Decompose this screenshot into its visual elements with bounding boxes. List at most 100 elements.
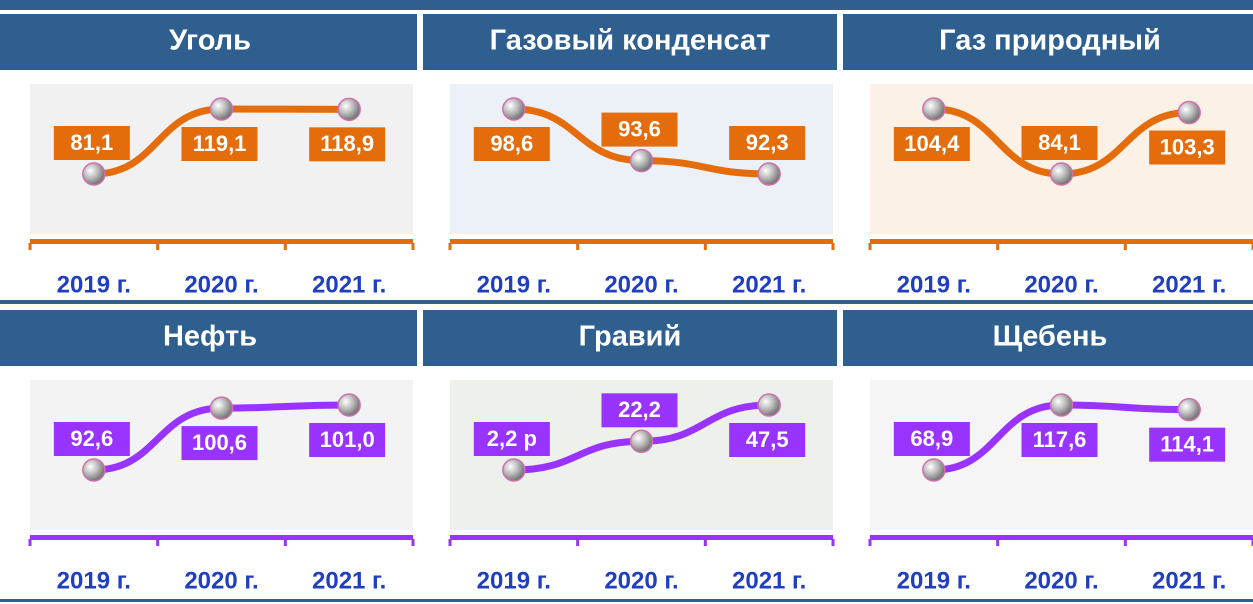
- value-label: 22,2: [601, 393, 678, 428]
- axis-tick: [576, 243, 580, 250]
- data-point: [209, 97, 234, 121]
- data-point: [502, 97, 526, 121]
- panel-title: Щебень: [993, 321, 1108, 353]
- data-point: [82, 458, 106, 482]
- data-point: [1177, 100, 1201, 125]
- value-label: 117,6: [1021, 423, 1098, 457]
- data-point: [757, 162, 781, 186]
- axis-tick: [156, 243, 160, 250]
- axis-tick: [703, 539, 707, 546]
- data-point: [337, 97, 361, 122]
- axis-tick: [28, 243, 32, 250]
- value-label: 98,6: [473, 127, 550, 161]
- value-label-text: 47,5: [746, 427, 789, 452]
- value-label-box: [601, 112, 678, 147]
- x-tick-label: 2019 г.: [897, 567, 971, 594]
- x-tick-label: 2020 г.: [184, 271, 258, 298]
- axis-line: [450, 239, 833, 244]
- axis-line: [870, 535, 1253, 540]
- x-tick-label: 2021 г.: [732, 567, 806, 594]
- value-label-text: 98,6: [490, 131, 533, 156]
- value-label-text: 93,6: [618, 116, 661, 141]
- value-label-box: [309, 127, 386, 162]
- value-label: 68,9: [893, 422, 970, 456]
- axis-tick: [996, 539, 1000, 546]
- value-label-box: [181, 127, 258, 161]
- header-bar: [843, 14, 1253, 70]
- panel-title: Уголь: [169, 25, 251, 57]
- value-label: 92,3: [729, 126, 806, 160]
- value-label-box: [473, 127, 550, 161]
- x-tick-label: 2019 г.: [477, 271, 551, 298]
- header-bar: [0, 14, 417, 70]
- value-label: 118,9: [309, 127, 386, 162]
- axis-line: [30, 535, 413, 540]
- data-point: [922, 458, 946, 482]
- x-tick-label: 2021 г.: [312, 271, 386, 298]
- value-label: 93,6: [601, 112, 678, 147]
- axis-line: [30, 239, 413, 244]
- x-tick-label: 2021 г.: [732, 271, 806, 298]
- data-point: [629, 148, 654, 173]
- value-label-box: [601, 393, 678, 428]
- x-tick-label: 2021 г.: [312, 567, 386, 594]
- value-label-text: 103,3: [1160, 134, 1215, 159]
- value-label-box: [181, 426, 258, 461]
- value-label-box: [893, 127, 970, 161]
- value-label: 2,2 р: [473, 422, 550, 456]
- header-bar: [423, 310, 837, 366]
- axis-tick: [1123, 243, 1127, 250]
- panel-title: Газовый конденсат: [490, 25, 771, 57]
- axis-tick: [448, 539, 452, 546]
- axis-tick: [831, 243, 835, 250]
- header-bar: [843, 310, 1253, 366]
- x-tick-label: 2020 г.: [184, 567, 258, 594]
- value-label-box: [53, 126, 130, 160]
- value-label-text: 92,3: [746, 130, 789, 155]
- axis-tick: [576, 539, 580, 546]
- middle-rule: [0, 300, 1253, 304]
- data-point: [1049, 393, 1074, 417]
- top-rule: [0, 0, 1253, 10]
- axis-tick: [1123, 539, 1127, 546]
- value-label-box: [729, 126, 806, 160]
- axis-line: [870, 239, 1253, 244]
- value-label-text: 68,9: [910, 426, 953, 451]
- value-label-text: 117,6: [1033, 427, 1087, 452]
- x-tick-label: 2020 г.: [1024, 271, 1098, 298]
- axis-tick: [703, 243, 707, 250]
- axis-tick: [411, 539, 415, 546]
- axis-tick: [283, 243, 287, 250]
- axis-tick: [411, 243, 415, 250]
- data-point: [757, 393, 781, 417]
- value-label-box: [1149, 130, 1226, 165]
- value-label-text: 119,1: [193, 131, 247, 156]
- value-label-box: [53, 422, 130, 456]
- axis-tick: [831, 539, 835, 546]
- value-label: 84,1: [1021, 126, 1098, 160]
- axis-tick: [283, 539, 287, 546]
- value-label-text: 22,2: [618, 397, 661, 422]
- x-tick-label: 2019 г.: [57, 567, 131, 594]
- header-bar: [0, 310, 417, 366]
- value-label-box: [309, 423, 386, 457]
- axis-tick: [156, 539, 160, 546]
- value-label: 92,6: [53, 422, 130, 456]
- value-label-box: [1021, 423, 1098, 457]
- data-point: [337, 393, 361, 417]
- value-label-text: 84,1: [1038, 130, 1081, 155]
- value-label-box: [473, 422, 550, 456]
- value-label-text: 101,0: [320, 427, 375, 452]
- axis-tick: [1251, 539, 1253, 546]
- value-label: 100,6: [181, 426, 258, 461]
- x-tick-label: 2020 г.: [604, 567, 678, 594]
- value-label-text: 100,6: [192, 430, 247, 455]
- axis-tick: [996, 243, 1000, 250]
- data-point: [209, 396, 234, 420]
- panel-title: Нефть: [163, 321, 257, 353]
- value-label-box: [729, 423, 806, 457]
- x-tick-label: 2021 г.: [1152, 271, 1226, 298]
- axis-tick: [28, 539, 32, 546]
- axis-tick: [448, 243, 452, 250]
